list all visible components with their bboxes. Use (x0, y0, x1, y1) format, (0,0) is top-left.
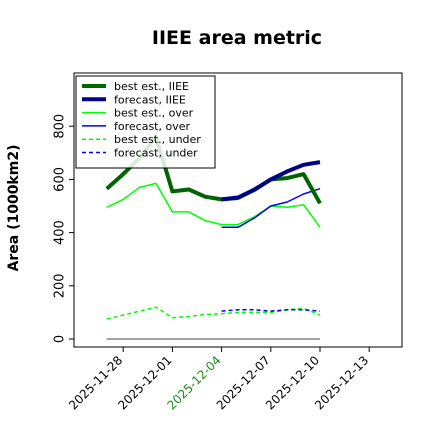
legend-label: forecast, IIEE (114, 93, 186, 106)
legend-label: forecast, over (114, 120, 190, 133)
y-axis-label: Area (1000km2) (6, 145, 22, 272)
series-line-5 (221, 309, 321, 312)
series-line-1 (221, 160, 321, 202)
legend-label: best est., IIEE (114, 80, 189, 93)
legend-label: best est., under (114, 133, 201, 146)
series-line-2 (106, 182, 321, 228)
legend-label: best est., over (114, 107, 194, 120)
series-line-3 (221, 187, 321, 229)
y-tick-label: 400 (53, 220, 68, 245)
plot-area: 02004006008002025-11-282025-12-012025-12… (53, 72, 403, 412)
y-tick-label: 800 (53, 114, 68, 139)
legend-box (75, 75, 216, 169)
plot-frame (73, 72, 403, 348)
legend-label: forecast, under (114, 147, 198, 160)
y-tick-label: 0 (53, 335, 68, 343)
y-tick-label: 200 (53, 273, 68, 298)
series-line-4 (106, 306, 321, 320)
y-tick-label: 600 (53, 167, 68, 192)
chart-title: IIEE area metric (152, 27, 322, 49)
